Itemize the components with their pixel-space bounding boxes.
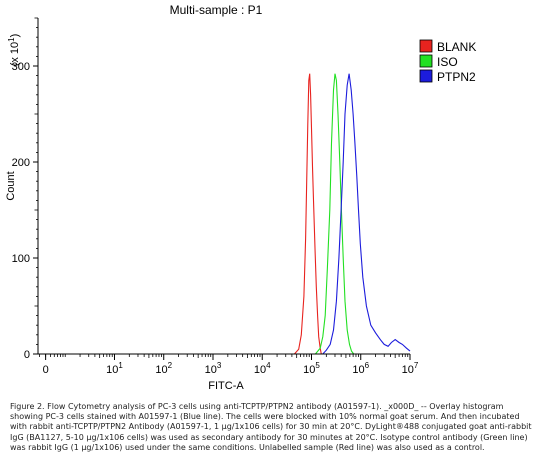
figure-caption: Figure 2. Flow Cytometry analysis of PC-… [10,402,532,452]
plot-area [293,73,411,355]
legend-swatch-iso [419,54,433,68]
legend-label-iso: ISO [437,55,458,69]
y-multiplier-label: (x 101) [7,34,21,67]
x-tick-label: 105 [303,361,320,376]
legend-swatch-blank [419,39,433,53]
series-line-iso [314,73,355,355]
x-tick-label: 0 [43,364,49,376]
flow-cytometry-histogram: Multi-sample : P1 (x 101) Count FITC-A 0… [5,3,476,392]
x-axis-title: FITC-A [208,380,244,392]
y-axis-title: Count [5,171,17,200]
x-tick-label: 101 [106,361,123,376]
y-tick-label: 200 [12,157,30,169]
series-line-blank [293,73,322,355]
chart-title: Multi-sample : P1 [170,3,263,17]
legend-label-blank: BLANK [437,40,476,54]
series-line-ptpn2 [322,73,411,355]
x-tick-label: 102 [155,361,172,376]
legend-swatch-ptpn2 [419,69,433,83]
y-tick-label: 0 [24,349,30,361]
y-tick-label: 100 [12,253,30,265]
x-tick-label: 104 [254,361,271,376]
x-tick-label: 106 [352,361,369,376]
x-tick-label: 107 [402,361,419,376]
x-tick-label: 103 [205,361,222,376]
y-tick-label: 300 [12,61,30,73]
legend-label-ptpn2: PTPN2 [437,70,476,84]
axes: 0 100 200 300 0 101 102 103 104 105 106 107 [12,17,419,376]
